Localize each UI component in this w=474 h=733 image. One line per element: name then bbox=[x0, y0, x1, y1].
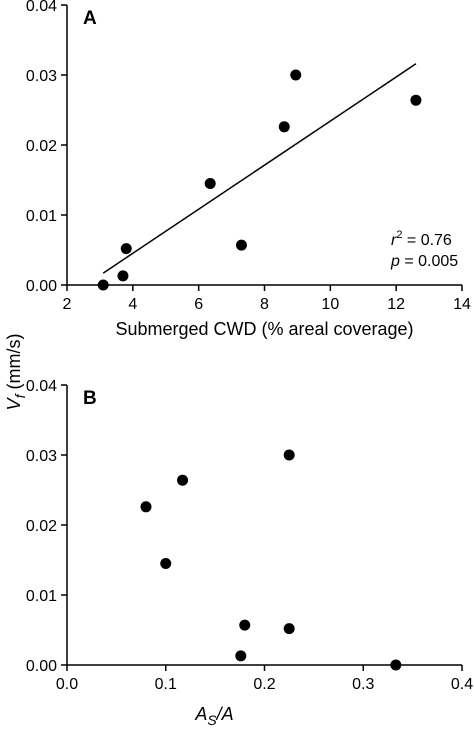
x-tick-label: 8 bbox=[260, 296, 269, 313]
r-squared-value: = 0.76 bbox=[402, 232, 451, 249]
x-label-main: A bbox=[194, 704, 207, 724]
regression-line bbox=[102, 63, 417, 274]
data-point bbox=[283, 449, 295, 461]
panel-label: B bbox=[83, 388, 97, 409]
data-point bbox=[290, 69, 302, 81]
y-tick-label: 0.00 bbox=[26, 658, 57, 675]
panel-label: A bbox=[83, 8, 97, 29]
x-tick-label: 12 bbox=[387, 296, 405, 313]
data-point bbox=[390, 659, 402, 671]
data-point bbox=[177, 474, 189, 486]
x-axis-label: AS/A bbox=[194, 704, 233, 728]
x-tick-label: 6 bbox=[194, 296, 203, 313]
data-point bbox=[160, 558, 172, 569]
y-tick-label: 0.01 bbox=[26, 208, 57, 225]
x-tick-label: 10 bbox=[321, 296, 339, 313]
r-squared-superscript: 2 bbox=[396, 229, 402, 241]
shared-y-axis-label: Vf (mm/s) bbox=[4, 334, 28, 411]
data-point bbox=[235, 239, 247, 251]
data-point bbox=[140, 501, 152, 513]
x-tick-label: 2 bbox=[63, 296, 72, 313]
panel-a: 0.00 0.01 0.02 0.03 0.04 2 4 6 8 10 12 14 A Submerged… bbox=[26, 0, 471, 339]
x-tick-label: 0.1 bbox=[155, 676, 177, 693]
y-label-sub: f bbox=[12, 392, 28, 398]
r-squared-symbol: r bbox=[391, 232, 397, 249]
panel-b: 0.00 0.01 0.02 0.03 0.04 0.0 0.1 0.2 0.3 0.4 B AS/A bbox=[26, 378, 473, 728]
x-tick-label: 0.2 bbox=[253, 676, 275, 693]
data-point bbox=[283, 623, 295, 635]
data-point bbox=[117, 270, 129, 282]
x-tick-label: 0.3 bbox=[352, 676, 374, 693]
y-tick-label: 0.02 bbox=[26, 518, 57, 535]
data-point bbox=[278, 121, 290, 133]
y-tick-label: 0.03 bbox=[26, 68, 57, 85]
p-value: = 0.005 bbox=[400, 253, 458, 270]
data-point bbox=[97, 279, 109, 291]
p-value-annotation: p = 0.005 bbox=[390, 253, 458, 270]
y-tick-label: 0.00 bbox=[26, 278, 57, 295]
x-tick-label: 0.0 bbox=[56, 676, 78, 693]
x-tick-label: 14 bbox=[453, 296, 471, 313]
y-tick-label: 0.04 bbox=[26, 0, 57, 15]
x-label-sub: S bbox=[207, 712, 217, 728]
data-point bbox=[204, 178, 216, 189]
y-label-rest: (mm/s) bbox=[4, 334, 24, 395]
x-axis-label: Submerged CWD (% areal coverage) bbox=[115, 319, 413, 339]
x-label-rest: /A bbox=[215, 704, 234, 724]
data-point bbox=[239, 619, 251, 631]
x-tick-label: 0.4 bbox=[451, 676, 473, 693]
y-tick-label: 0.01 bbox=[26, 588, 57, 605]
x-tick-label: 4 bbox=[128, 296, 137, 313]
y-tick-label: 0.04 bbox=[26, 378, 57, 395]
y-tick-label: 0.03 bbox=[26, 448, 57, 465]
data-point bbox=[120, 243, 132, 255]
y-label-main: V bbox=[4, 396, 24, 410]
p-symbol: p bbox=[390, 253, 400, 270]
data-point bbox=[410, 94, 422, 106]
r-squared-annotation: r2 = 0.76 bbox=[391, 229, 452, 249]
y-tick-label: 0.02 bbox=[26, 138, 57, 155]
data-point bbox=[235, 650, 247, 662]
